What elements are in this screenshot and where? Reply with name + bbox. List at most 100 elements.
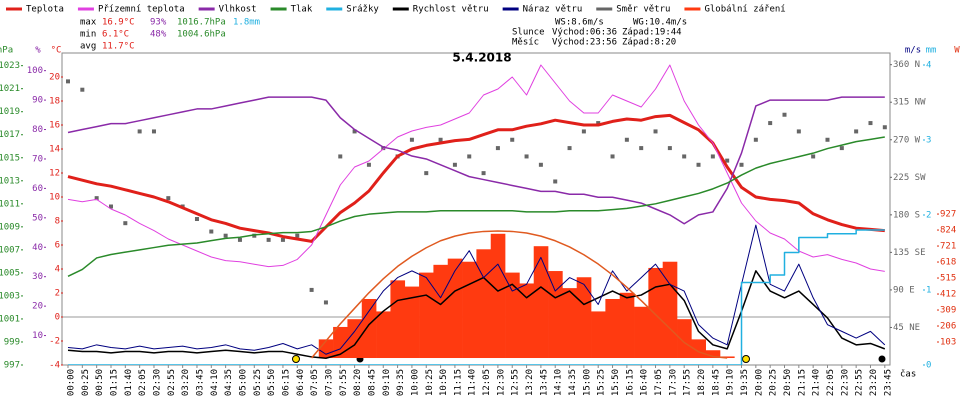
plot-area	[62, 64, 890, 365]
direction-point	[624, 137, 629, 142]
x-tick-label: 14:35	[568, 369, 578, 396]
direction-point	[323, 300, 328, 305]
x-tick-label: 14:10	[554, 369, 564, 396]
stat-text: 48%	[150, 30, 167, 40]
x-tick-label: 10:50	[439, 369, 449, 396]
direction-point	[338, 154, 343, 159]
direction-point	[639, 146, 644, 151]
radiation-bar	[548, 271, 563, 359]
y-tick-label: 360 N	[893, 60, 920, 70]
direction-point	[768, 121, 773, 126]
astro-text: Měsíc	[512, 38, 539, 48]
astro-text: Slunce	[512, 28, 545, 38]
direction-point	[151, 129, 156, 134]
axis-unit: mm	[926, 46, 937, 56]
direction-point	[739, 162, 744, 167]
x-tick-label: 01:40	[124, 369, 134, 396]
direction-point	[481, 171, 486, 176]
direction-point	[524, 154, 529, 159]
y-tick-label: 70	[32, 154, 43, 164]
direction-point	[223, 233, 228, 238]
radiation-bar	[562, 288, 578, 359]
radiation-bar	[318, 339, 334, 359]
x-tick-label: 07:55	[339, 369, 349, 396]
x-tick-label: 09:10	[382, 369, 392, 396]
y-tick-label: -2	[49, 337, 60, 347]
y-tick-label: 20	[49, 73, 60, 83]
x-tick-label: 22:05	[826, 369, 836, 396]
astro-text: Východ:06:36	[552, 28, 617, 38]
direction-point	[123, 221, 128, 226]
direction-point	[467, 154, 472, 159]
direction-point	[409, 137, 414, 142]
direction-point	[495, 146, 500, 151]
y-tick-label: 14	[49, 145, 60, 155]
y-tick-label: 90	[32, 96, 43, 106]
x-tick-label: 00:00	[67, 369, 77, 396]
series-line	[67, 270, 886, 360]
x-tick-label: 17:30	[668, 369, 678, 396]
direction-point	[538, 162, 543, 167]
direction-point	[610, 154, 615, 159]
direction-point	[581, 129, 586, 134]
direction-point	[825, 137, 830, 142]
y-tick-label: 50	[32, 213, 43, 223]
direction-point	[811, 154, 816, 159]
x-tick-label: 21:15	[797, 369, 807, 396]
radiation-bar	[490, 233, 506, 359]
y-tick-label: 1013	[0, 176, 20, 186]
x-tick-label: 22:30	[840, 369, 850, 396]
x-tick-label: 06:40	[296, 369, 306, 396]
direction-point	[108, 204, 113, 209]
y-tick-label: 1001	[0, 314, 20, 324]
y-tick-label: 1011	[0, 199, 20, 209]
radiation-bar	[404, 286, 420, 359]
radiation-bar	[376, 311, 391, 359]
x-tick-label: 00:50	[95, 369, 105, 396]
y-tick-label: 270 W	[893, 135, 921, 145]
direction-point	[194, 217, 199, 222]
stat-text: avg	[80, 42, 96, 52]
y-tick-label: 30	[32, 272, 43, 282]
axis-unit: hPa	[0, 46, 13, 56]
radiation-bar	[533, 246, 549, 359]
direction-point	[882, 125, 887, 130]
y-tick-label: 60	[32, 184, 43, 194]
radiation-bar	[677, 319, 692, 359]
y-tick-label: 315 NW	[893, 98, 926, 108]
stat-text: 1016.7hPa	[177, 18, 226, 28]
radiation-bar	[591, 311, 606, 359]
stat-text: 16.9°C	[102, 18, 135, 28]
y-tick-label: 0	[55, 313, 60, 323]
y-tick-label: 1023	[0, 61, 20, 71]
direction-point	[209, 229, 214, 234]
series-line	[67, 113, 885, 243]
y-tick-label: 721	[940, 242, 956, 252]
axis-unit: %	[35, 46, 41, 56]
direction-point	[366, 162, 371, 167]
legend-label: Náraz větru	[523, 5, 583, 15]
x-tick-label: 18:45	[711, 369, 721, 396]
radiation-bar	[720, 356, 735, 359]
direction-point	[352, 129, 357, 134]
y-tick-label: 1019	[0, 107, 20, 117]
x-tick-label: 11:40	[468, 369, 478, 396]
stat-text: 6.1°C	[102, 30, 129, 40]
direction-point	[381, 146, 386, 151]
series-line	[311, 230, 728, 359]
direction-point	[868, 121, 873, 126]
y-tick-label: 999	[4, 337, 20, 347]
moonrise-marker	[878, 355, 886, 363]
y-tick-label: 180 S	[893, 210, 920, 220]
radiation-bar	[605, 298, 621, 359]
direction-point	[782, 112, 787, 117]
radiation-bar	[447, 258, 463, 359]
x-tick-label: 21:40	[812, 369, 822, 396]
x-tick-label: 11:15	[453, 369, 463, 396]
y-tick-label: 6	[55, 241, 60, 251]
x-tick-label: 15:25	[597, 369, 607, 396]
x-tick-label: 05:50	[267, 369, 277, 396]
sunrise-marker	[292, 355, 300, 363]
series-line	[67, 136, 885, 278]
